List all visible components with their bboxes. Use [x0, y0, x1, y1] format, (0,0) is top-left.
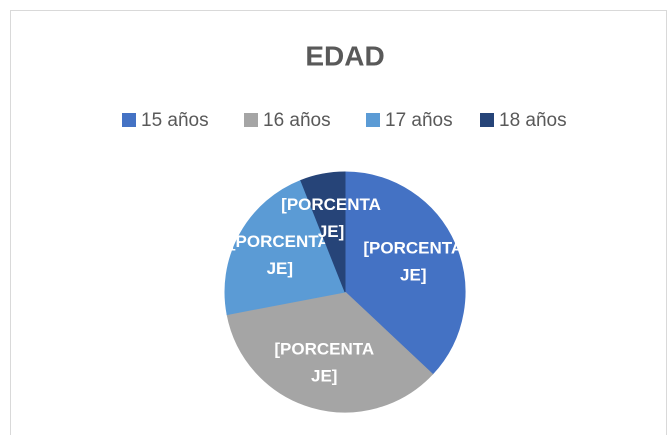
legend-label: 16 años [263, 110, 331, 131]
data-label: [PORCENTA JE] [281, 195, 381, 241]
chart-title: EDAD [305, 40, 384, 71]
pie-slice [344, 171, 466, 375]
legend-label: 18 años [499, 110, 567, 131]
data-label-line: JE] [267, 260, 293, 279]
legend-swatch [244, 113, 258, 127]
data-label-line: [PORCENTA [281, 195, 381, 214]
pie-slice [224, 179, 346, 316]
data-label-line: [PORCENTA [274, 340, 374, 359]
pie-slice [300, 171, 346, 293]
data-label: [PORCENTA JE] [230, 233, 330, 279]
data-label-line: [PORCENTA [363, 239, 463, 258]
data-label-line: JE] [400, 266, 426, 285]
data-label: [PORCENTA JE] [274, 340, 374, 386]
pie-slice [226, 291, 434, 413]
data-label-line: JE] [318, 222, 344, 241]
legend-swatch [366, 113, 380, 127]
data-label-line: JE] [311, 367, 337, 386]
data-label-line: [PORCENTA [230, 233, 330, 252]
legend-label: 15 años [141, 110, 209, 131]
legend-label: 17 años [385, 110, 453, 131]
legend-swatch [122, 113, 136, 127]
legend-swatch [480, 113, 494, 127]
data-label: [PORCENTA JE] [363, 239, 463, 285]
